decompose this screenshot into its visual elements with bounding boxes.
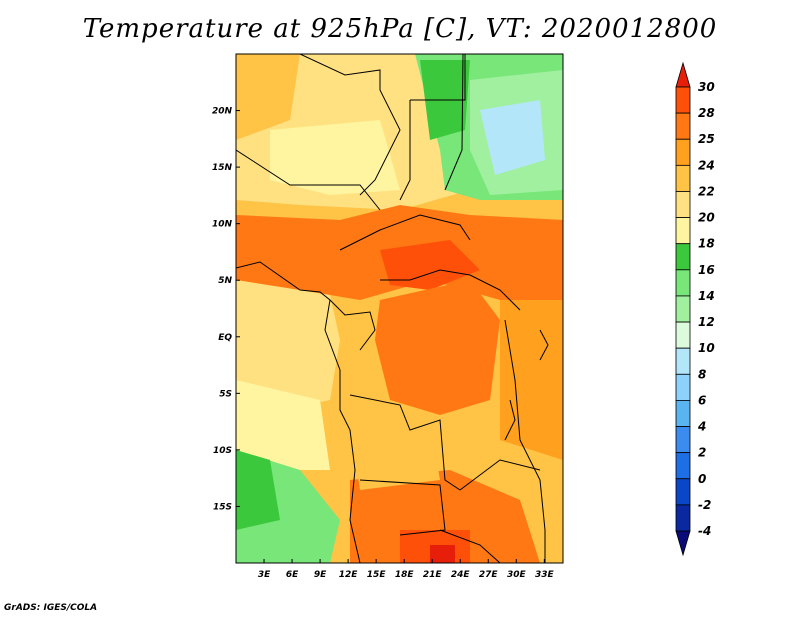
temperature-field [236,54,563,563]
colorbar-box [675,452,691,480]
colorbar-box [675,321,691,349]
field-congo [375,280,500,415]
border-lakes [504,329,549,441]
border-nile [444,54,464,191]
x-tick-label: 21E [423,570,443,580]
colorbar-box [675,478,691,506]
border-angola-zambia [359,479,446,536]
colorbar-label: -2 [698,498,711,512]
colorbar-label: 12 [698,315,715,329]
border-gabon [329,299,376,351]
x-tick-label: 15E [367,570,387,580]
coastline-west [236,261,361,563]
y-tick-label: 10N [212,220,233,230]
border-egypt-sudan [410,54,466,101]
field-congo-east [500,300,563,460]
map-frame [235,53,564,564]
colorbar-label: 28 [698,106,715,120]
field-atlantic-dark [236,450,280,530]
y-tick-label: 5S [219,389,232,399]
colorbar-box [675,504,691,532]
field-atlantic [236,280,340,420]
x-tick-label: 33E [535,570,555,580]
border-car-drc [380,269,521,311]
y-tick-label: 5N [218,276,232,286]
grads-credit: GrADS: IGES/COLA [4,603,98,613]
colorbar-box [675,112,691,140]
colorbar-label: 24 [698,158,715,172]
x-axis: 3E 6E 9E 12E 15E 18E 21E 24E 27E 30E 33E [258,559,555,580]
colorbar-max-triangle [675,61,691,88]
colorbar-label: 18 [698,237,715,251]
border-chad-car [339,214,471,251]
border-east [504,319,546,563]
colorbar-label: 6 [698,393,706,407]
field-sahara-cool [270,120,400,195]
y-tick-label: 15N [212,163,233,173]
colorbar-min-triangle [675,530,691,557]
border-south [439,529,501,563]
colorbar-box [675,243,691,271]
colorbar-box [675,295,691,323]
y-tick-label: 10S [213,446,232,456]
colorbar-label: 16 [698,263,715,277]
field-atlantic-pale [236,380,330,470]
field-sahara-west [236,54,300,140]
y-axis: 20N 15N 10N 5N EQ 5S 10S 15S [212,107,240,512]
colorbar-label: 2 [698,446,706,460]
colorbar-label: 25 [698,132,715,146]
x-tick-label: 18E [395,570,415,580]
x-tick-label: 6E [286,570,299,580]
field-south-mid [350,420,440,490]
colorbar-label: -4 [698,524,711,538]
colorbar-label: 0 [698,472,706,486]
x-tick-label: 30E [507,570,527,580]
border-drc-angola [349,394,461,491]
border-zambia [459,459,541,491]
x-tick-label: 24E [451,570,471,580]
border-libya [299,54,401,196]
colorbar-label: 8 [698,367,706,381]
border-sudan-west [399,100,411,201]
x-tick-label: 9E [314,570,327,580]
colorbar-box [675,426,691,454]
y-tick-label: EQ [218,333,232,343]
colorbar-label: 20 [698,211,715,225]
colorbar-label: 22 [698,184,715,198]
colorbar-box [675,138,691,166]
colorbar-label: 4 [697,420,706,434]
colorbar-box [675,400,691,427]
colorbar-box [675,347,691,375]
field-south-hot [350,470,540,563]
field-nile-pale [480,100,545,175]
colorbar-label: 14 [698,289,715,303]
x-tick-label: 27E [479,570,499,580]
field-south-max [430,545,455,563]
colorbar-box [675,269,691,297]
x-tick-label: 12E [339,570,359,580]
chart-title: Temperature at 925hPa [C], VT: 202001280… [82,14,718,44]
colorbar-box [675,217,691,245]
colorbar-box [675,373,691,401]
field-hot-core [380,240,480,290]
y-tick-label: 15S [213,502,232,512]
colorbar-box [675,164,691,192]
colorbar-label: 10 [698,341,715,355]
y-tick-label: 20N [212,107,233,117]
colorbar-box [675,86,691,114]
x-tick-label: 3E [258,570,271,580]
colorbar-label: 30 [698,80,715,94]
border-sahel [236,149,381,211]
colorbar-box [675,191,691,218]
